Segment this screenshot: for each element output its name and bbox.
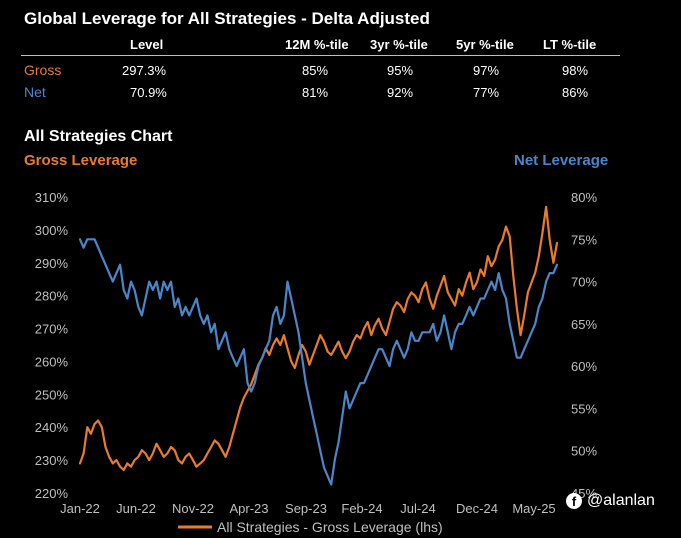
net-3yr: 92%: [387, 85, 414, 100]
x-tick-label: Apr-23: [229, 501, 268, 516]
gross-lt: 98%: [562, 63, 589, 78]
chart-main-title: Global Leverage for All Strategies - Del…: [24, 9, 430, 28]
y-left-tick-label: 230%: [35, 453, 69, 468]
facebook-icon: f: [566, 493, 582, 509]
col-header-5yr: 5yr %-tile: [456, 37, 514, 52]
y-left-tick-label: 290%: [35, 256, 69, 271]
x-tick-label: Nov-22: [172, 501, 214, 516]
gross-level: 297.3%: [122, 63, 167, 78]
col-header-level: Level: [130, 37, 164, 52]
row-label-net: Net: [24, 84, 46, 100]
x-tick-label: Dec-24: [456, 501, 498, 516]
gross-5yr: 97%: [473, 63, 500, 78]
y-left-tick-label: 270%: [35, 322, 69, 337]
gross-12m: 85%: [302, 63, 329, 78]
col-header-12m: 12M %-tile: [285, 37, 349, 52]
x-tick-label: Feb-24: [341, 501, 382, 516]
net-12m: 81%: [302, 85, 329, 100]
left-axis-title: Gross Leverage: [24, 152, 138, 169]
y-left-tick-label: 240%: [35, 420, 69, 435]
watermark-text: @alanlan: [587, 492, 655, 509]
y-right-tick-label: 55%: [571, 401, 597, 416]
chart-subtitle: All Strategies Chart: [24, 128, 173, 145]
row-label-gross: Gross: [24, 62, 62, 78]
table-header-rule: [21, 55, 620, 56]
y-right-tick-label: 70%: [571, 275, 597, 290]
col-header-lt: LT %-tile: [543, 37, 597, 52]
y-left-tick-label: 300%: [35, 223, 69, 238]
net-5yr: 77%: [473, 85, 500, 100]
y-right-tick-label: 75%: [571, 232, 597, 247]
y-left-tick-label: 220%: [35, 486, 69, 501]
x-tick-label: Jun-22: [116, 501, 156, 516]
y-right-tick-label: 80%: [571, 190, 597, 205]
y-left-tick-label: 250%: [35, 387, 69, 402]
right-axis-title: Net Leverage: [514, 152, 609, 169]
gross-leverage-line: [78, 205, 559, 472]
y-left-tick-label: 260%: [35, 354, 69, 369]
net-lt: 86%: [562, 85, 589, 100]
net-level: 70.9%: [130, 85, 167, 100]
y-right-tick-label: 65%: [571, 317, 597, 332]
y-right-tick-label: 60%: [571, 359, 597, 374]
col-header-3yr: 3yr %-tile: [370, 37, 428, 52]
x-tick-label: Jul-24: [400, 501, 435, 516]
x-tick-label: May-25: [512, 501, 555, 516]
net-leverage-line: [78, 238, 559, 486]
y-left-tick-label: 280%: [35, 289, 69, 304]
y-right-tick-label: 50%: [571, 444, 597, 459]
y-left-tick-label: 310%: [35, 190, 69, 205]
watermark: f @alanlan: [566, 492, 655, 510]
gross-3yr: 95%: [387, 63, 414, 78]
legend-label: All Strategies - Gross Leverage (lhs): [217, 519, 443, 535]
x-tick-label: Sep-23: [285, 501, 327, 516]
x-tick-label: Jan-22: [60, 501, 100, 516]
